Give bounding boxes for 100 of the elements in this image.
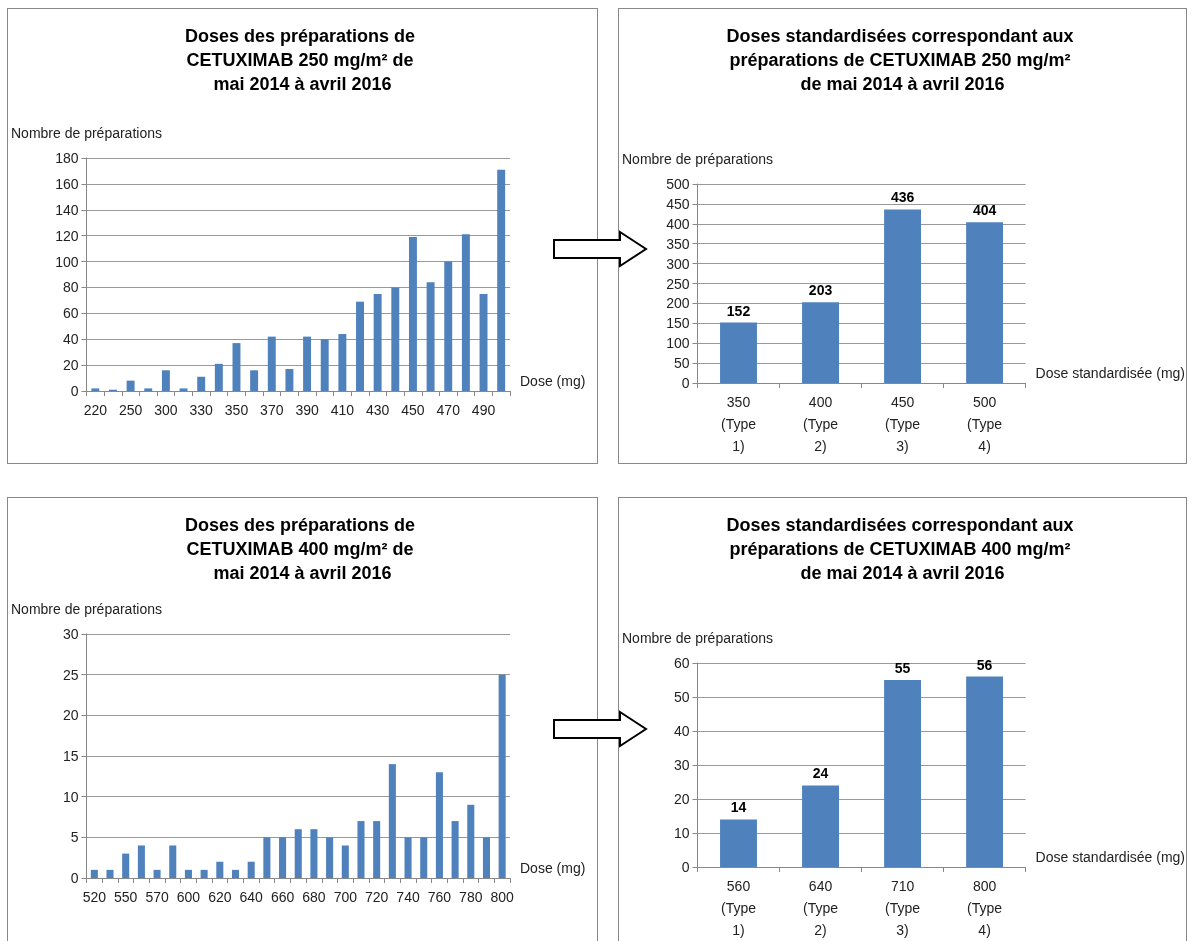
bar	[356, 301, 364, 391]
bar	[388, 764, 396, 878]
bar	[250, 370, 259, 391]
data-label: 152	[726, 302, 751, 319]
bar	[373, 293, 382, 391]
bar	[91, 388, 100, 391]
x-tick-label: 220	[83, 402, 108, 418]
x-tick-label: 660	[270, 889, 295, 905]
y-tick-label: 100	[55, 253, 79, 270]
y-tick-label: 500	[666, 176, 690, 192]
x-tick-label: 720	[364, 889, 389, 905]
x-tick-label: 640 (Type 2)	[803, 878, 839, 938]
bar	[479, 293, 488, 391]
bar	[884, 680, 922, 867]
x-tick-label: 800	[490, 889, 515, 905]
y-tick-label: 25	[62, 666, 79, 683]
x-axis-title: Dose (mg)	[520, 860, 586, 876]
y-tick-label: 200	[666, 295, 690, 312]
x-tick-label: 680	[302, 889, 326, 905]
bar	[144, 388, 153, 391]
y-tick-label: 120	[55, 227, 79, 244]
x-tick-label: 500 (Type 4)	[967, 394, 1003, 454]
bar	[263, 837, 271, 878]
bar	[153, 869, 161, 878]
bar	[106, 869, 114, 878]
bar	[482, 837, 490, 878]
data-label: 404	[972, 202, 997, 219]
y-tick-label: 30	[673, 757, 690, 773]
y-tick-label: 80	[62, 279, 79, 296]
y-tick-label: 450	[666, 195, 690, 212]
bar	[404, 837, 412, 878]
bar	[179, 388, 188, 391]
bar	[285, 368, 294, 391]
x-tick-label: 740	[396, 889, 420, 905]
y-axis-title: Nombre de préparations	[10, 601, 162, 617]
x-tick-label: 490	[471, 402, 496, 418]
x-tick-label: 640	[239, 889, 264, 905]
bar	[966, 676, 1004, 867]
bar	[214, 363, 223, 391]
y-tick-label: 300	[666, 255, 690, 272]
data-label: 436	[890, 189, 915, 206]
y-tick-label: 140	[55, 201, 79, 218]
bar	[467, 804, 475, 878]
data-label: 203	[808, 282, 833, 299]
bar	[497, 169, 506, 391]
bar	[126, 380, 135, 391]
bar	[169, 845, 177, 878]
y-tick-label: 60	[673, 655, 690, 671]
x-tick-label: 300	[154, 402, 178, 418]
y-tick-label: 30	[62, 626, 79, 642]
bar	[90, 869, 98, 878]
bar	[231, 869, 240, 878]
y-tick-label: 250	[666, 275, 690, 292]
y-tick-label: 350	[666, 235, 690, 252]
x-tick-label: 800 (Type 4)	[967, 878, 1003, 938]
chart-title: Doses des préparations de CETUXIMAB 250 mg/m² de mai 2014 à avril 2016	[184, 26, 421, 94]
x-tick-label: 760	[427, 889, 452, 905]
y-tick-label: 40	[673, 723, 690, 739]
x-tick-label: 450	[401, 402, 425, 418]
bar	[966, 222, 1004, 383]
bar	[200, 869, 208, 878]
bar	[338, 334, 347, 391]
bar	[326, 837, 334, 878]
x-tick-label: 350	[224, 402, 249, 418]
x-tick-label: 520	[82, 889, 107, 905]
bar	[451, 821, 459, 878]
x-tick-label: 600	[176, 889, 201, 905]
x-tick-label: 450 (Type 3)	[885, 394, 921, 454]
chart-title: Doses standardisées correspondant aux préparations de CETUXIMAB 250 mg/m² de mai 2014 à avril 2016	[726, 26, 1079, 94]
bar	[310, 829, 318, 878]
x-tick-label: 430	[365, 402, 390, 418]
y-tick-label: 150	[666, 315, 690, 332]
x-tick-label: 620	[208, 889, 232, 905]
bar	[294, 829, 302, 878]
bar	[184, 869, 192, 878]
x-axis-title: Dose (mg)	[520, 373, 586, 389]
bar	[320, 339, 329, 391]
x-tick-label: 550	[114, 889, 138, 905]
y-axis-title: Nombre de préparations	[621, 151, 773, 167]
bar	[498, 674, 506, 878]
bar	[420, 837, 428, 878]
bar	[197, 376, 206, 391]
bar	[267, 336, 276, 391]
bar	[426, 282, 435, 391]
bar	[373, 821, 381, 878]
y-tick-label: 20	[62, 357, 79, 374]
y-tick-label: 50	[673, 689, 690, 705]
bar	[884, 209, 922, 383]
y-tick-label: 15	[62, 748, 79, 764]
chart-title: Doses des préparations de CETUXIMAB 400 mg/m² de mai 2014 à avril 2016	[184, 515, 421, 583]
y-tick-label: 10	[62, 788, 79, 805]
x-tick-label: 370	[260, 402, 284, 418]
y-tick-label: 20	[673, 791, 690, 807]
bar	[357, 821, 365, 878]
bar	[444, 261, 453, 391]
y-tick-label: 0	[70, 870, 79, 886]
bar	[408, 236, 417, 391]
x-tick-label: 350 (Type 1)	[720, 394, 757, 454]
data-label: 55	[894, 660, 911, 676]
bar	[247, 861, 255, 878]
